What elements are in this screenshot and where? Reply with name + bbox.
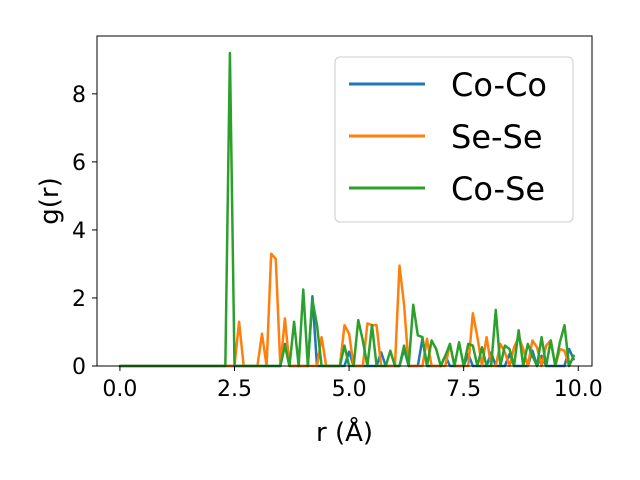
legend-box	[334, 56, 574, 223]
series-line-se-se	[118, 252, 575, 368]
series-line-co-se	[118, 51, 575, 368]
plot-frame	[96, 35, 593, 367]
y-tick-label: 4	[72, 219, 86, 244]
x-tick-label: 7.5	[446, 377, 481, 402]
x-axis: 0.0 2.5 5.0 7.5 10.0	[102, 366, 603, 402]
x-tick-label: 0.0	[102, 377, 137, 402]
y-tick-label: 6	[72, 151, 86, 176]
x-tick-label: 2.5	[217, 377, 252, 402]
x-axis-label: r (Å)	[316, 416, 373, 448]
x-tick-label: 5.0	[332, 377, 367, 402]
y-axis: 0 2 4 6 8	[72, 83, 97, 380]
y-axis-label: g(r)	[35, 177, 65, 224]
legend-label-co-co: Co-Co	[451, 66, 547, 104]
y-tick-label: 0	[72, 355, 86, 380]
legend-label-co-se: Co-Se	[451, 170, 545, 208]
legend: Co-Co Se-Se Co-Se	[334, 56, 574, 223]
x-tick-label: 10.0	[554, 377, 603, 402]
legend-label-se-se: Se-Se	[451, 118, 543, 156]
y-tick-label: 2	[72, 287, 86, 312]
y-tick-label: 8	[72, 83, 86, 108]
